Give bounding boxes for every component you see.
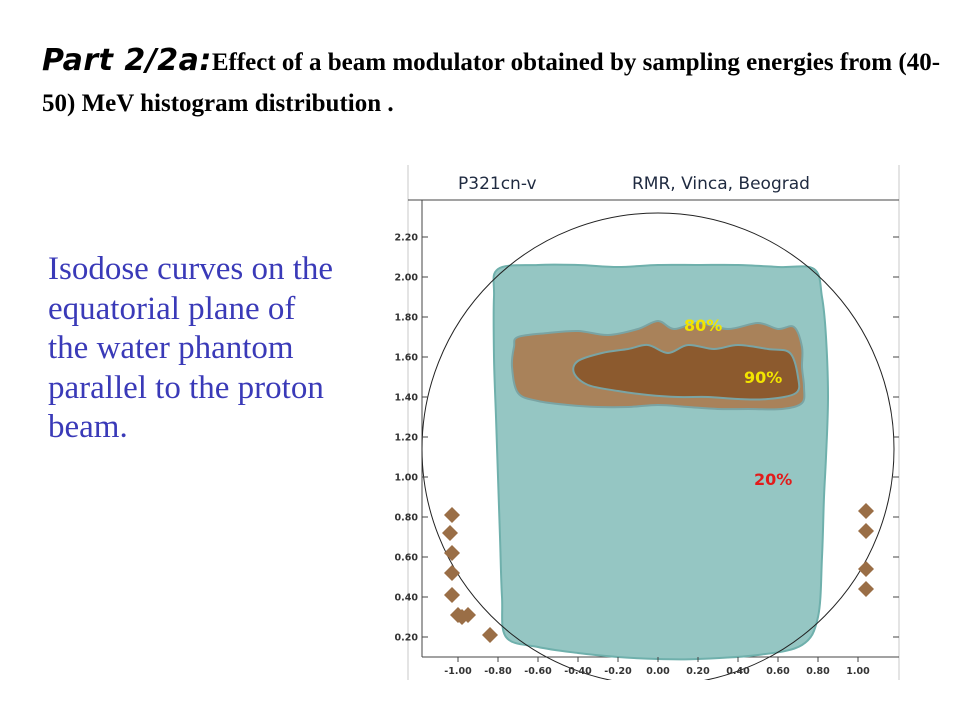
marker-left-9	[482, 627, 498, 643]
y-tick-label: 0.60	[395, 553, 419, 564]
y-tick-label: 1.20	[395, 433, 419, 444]
x-tick-label: 1.00	[846, 666, 870, 677]
x-tick-label: 0.40	[726, 666, 750, 677]
marker-right-4	[858, 581, 874, 597]
x-tick-label: -1.00	[444, 666, 472, 677]
x-tick-label: -0.80	[484, 666, 512, 677]
y-tick-label: 2.00	[395, 273, 419, 284]
marker-left-1	[444, 507, 460, 523]
isodose-chart: P321cn-v RMR, Vinca, Beograd 20% 80% 90% 0…	[378, 165, 900, 686]
marker-right-1	[858, 503, 874, 519]
y-axis-ticks: 0.20 0.40 0.60 0.80 1.00 1.20 1.40 1.60 1.80 2.00…	[395, 233, 899, 644]
x-tick-label: -0.20	[604, 666, 632, 677]
chart-header-right: RMR, Vinca, Beograd	[632, 174, 810, 194]
x-tick-label: 0.60	[766, 666, 790, 677]
isodose-label-90pct: 90%	[744, 368, 782, 387]
x-axis-ticks: -1.00 -0.80 -0.60 -0.40 -0.20 0.00 0.20 0.40 0.6…	[444, 657, 870, 677]
isodose-contours	[492, 263, 830, 661]
title-part-label: Part 2/2a:	[42, 43, 212, 78]
y-tick-label: 1.80	[395, 313, 419, 324]
title-description: Effect of a beam modulator obtained by s…	[42, 49, 941, 117]
isodose-label-20pct: 20%	[754, 470, 792, 489]
x-tick-label: 0.00	[646, 666, 670, 677]
marker-left-4	[444, 565, 460, 581]
x-tick-label: -0.40	[564, 666, 592, 677]
isodose-chart-svg: P321cn-v RMR, Vinca, Beograd 20% 80% 90% 0…	[378, 165, 900, 686]
y-tick-label: 0.20	[395, 633, 419, 644]
isodose-label-80pct: 80%	[684, 316, 722, 335]
marker-left-2	[442, 525, 458, 541]
y-tick-label: 0.40	[395, 593, 419, 604]
chart-description: Isodose curves on the equatorial plane o…	[48, 251, 334, 445]
slide-title: Part 2/2a:Effect of a beam modulator obt…	[42, 42, 942, 126]
chart-header-left: P321cn-v	[458, 174, 537, 194]
marker-right-2	[858, 523, 874, 539]
marker-right-3	[858, 561, 874, 577]
isodose-contour-90pct	[572, 343, 801, 401]
y-tick-label: 1.40	[395, 393, 419, 404]
marker-left-5	[444, 587, 460, 603]
marker-left-8	[460, 607, 476, 623]
x-tick-label: 0.80	[806, 666, 830, 677]
edge-markers	[442, 503, 874, 643]
isodose-labels: 20% 80% 90%	[684, 316, 792, 489]
marker-left-3	[444, 545, 460, 561]
x-tick-label: -0.60	[524, 666, 552, 677]
y-tick-label: 0.80	[395, 513, 419, 524]
y-tick-label: 2.20	[395, 233, 419, 244]
x-tick-label: 0.20	[686, 666, 710, 677]
y-tick-label: 1.00	[395, 473, 419, 484]
y-tick-label: 1.60	[395, 353, 419, 364]
